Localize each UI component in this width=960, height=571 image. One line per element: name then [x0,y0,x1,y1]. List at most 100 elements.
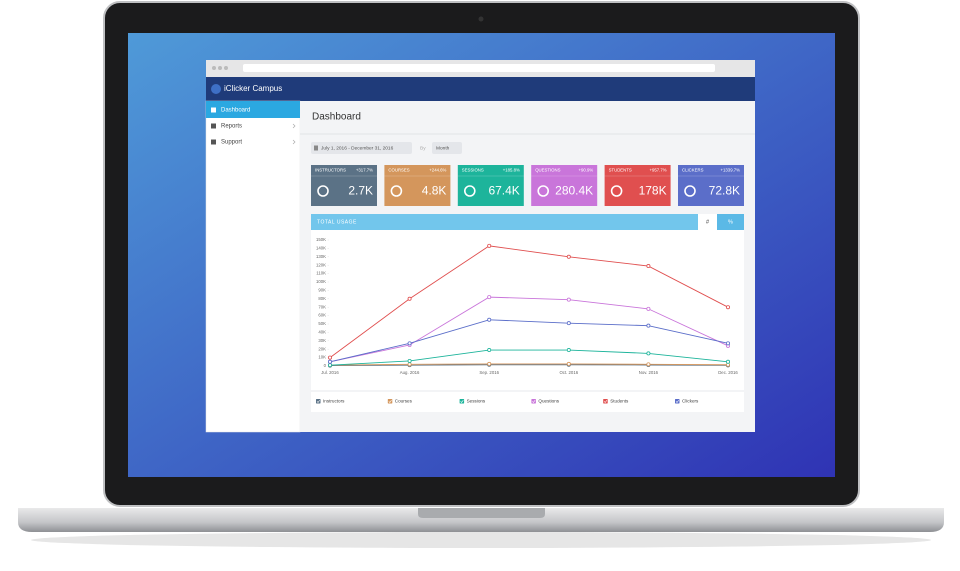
data-point[interactable] [407,341,412,346]
usage-button[interactable] [717,214,744,230]
y-tick-label: 130K [316,254,326,259]
data-point[interactable] [726,305,731,310]
data-point[interactable] [407,362,412,367]
brand[interactable]: iClicker Campus [224,84,282,93]
x-tick-label: Sep. 2016 [479,370,499,375]
data-point[interactable] [646,306,651,311]
window-dot[interactable] [224,66,228,70]
usage-button[interactable] [698,214,717,230]
data-point[interactable] [487,317,492,322]
date-filter[interactable] [311,142,412,154]
data-point[interactable] [407,296,412,301]
menu-icon[interactable] [211,107,216,113]
legend-label[interactable]: Questions [538,399,559,404]
legend-check [388,400,392,403]
date-range[interactable]: July 1, 2016 - December 31, 2016 [321,145,394,151]
card-icon [463,185,476,197]
legend-check [603,400,608,403]
legend-label[interactable]: Instructors [323,399,345,404]
card-icon [610,185,623,197]
legend-checkbox[interactable] [316,399,321,404]
laptop-base [18,508,944,532]
menu-item[interactable]: Reports [221,124,242,130]
y-tick-label: 110K [316,271,326,276]
legend-label[interactable]: Clickers [682,399,699,404]
card-value: 2.7K [348,184,373,198]
data-point[interactable] [487,295,492,300]
shadow [31,532,931,548]
menu-icon[interactable] [211,139,216,145]
data-point[interactable] [327,359,332,364]
x-tick-label: Dec. 2016 [718,370,738,375]
menu-icon[interactable] [211,123,216,129]
y-tick-label: 60K [318,313,326,318]
series-line [329,296,729,363]
y-tick-label: 80K [318,296,326,301]
x-tick-label: Nov. 2016 [639,370,659,375]
legend-label[interactable]: Courses [395,399,413,404]
brand-logo[interactable] [211,84,221,94]
legend-checkbox[interactable] [603,399,608,404]
calendar-icon [314,145,318,151]
card-value: 280.4K [555,184,593,198]
data-point[interactable] [646,264,651,269]
series-line [329,319,729,363]
window-dot[interactable] [218,66,222,70]
menu-item[interactable]: Dashboard [221,108,250,114]
card-icon [390,185,403,197]
data-point[interactable] [566,348,571,353]
legend-checkbox[interactable] [387,399,393,404]
usage-button-label[interactable]: # [706,219,710,225]
data-point[interactable] [646,351,651,356]
window-dot[interactable] [212,66,216,70]
data-point[interactable] [566,254,571,259]
x-tick-label: Aug. 2016 [400,370,420,375]
data-point[interactable] [487,348,492,353]
camera [478,16,484,22]
y-tick-label: 0 [324,363,327,368]
y-tick-label: 140K [316,246,326,251]
base-notch [418,508,545,518]
card-change: +317.7% [356,168,373,173]
data-point[interactable] [407,358,412,363]
legend-check [675,400,679,403]
card-value: 4.8K [422,184,447,198]
series-line [329,363,729,366]
chevron[interactable] [292,123,296,129]
period[interactable]: Month [436,145,450,151]
legend-checkbox[interactable] [531,399,536,404]
data-point[interactable] [566,361,571,366]
by-label: By [420,145,426,151]
data-point[interactable] [566,321,571,326]
usage-button-label[interactable]: % [728,219,733,225]
series-line [329,245,729,358]
y-tick-label: 50K [318,321,326,326]
legend-checkbox[interactable] [459,399,465,404]
legend-label[interactable]: Students [610,399,629,404]
data-point[interactable] [646,323,651,328]
data-point[interactable] [327,363,332,368]
data-point[interactable] [646,362,651,367]
card-change: +957.7% [650,168,667,173]
legend-label[interactable]: Sessions [467,399,486,404]
data-point[interactable] [487,243,492,248]
series-line [329,364,729,367]
url-bar[interactable] [243,64,715,72]
data-point[interactable] [726,341,731,346]
y-tick-label: 70K [318,304,326,309]
chevron[interactable] [292,139,296,145]
data-point[interactable] [327,355,332,360]
chart-panel [311,230,744,390]
sidebar-active [206,101,300,118]
data-point[interactable] [487,361,492,366]
period-filter[interactable] [432,142,462,154]
menu-item[interactable]: Support [221,140,242,146]
sidebar [205,100,301,433]
legend-checkbox[interactable] [675,399,680,404]
data-point[interactable] [726,359,731,364]
card-label: STUDENTS [609,168,632,173]
card-label: SESSIONS [462,168,484,173]
y-tick-label: 30K [318,338,326,343]
data-point[interactable] [566,297,571,302]
y-tick-label: 120K [316,262,326,267]
